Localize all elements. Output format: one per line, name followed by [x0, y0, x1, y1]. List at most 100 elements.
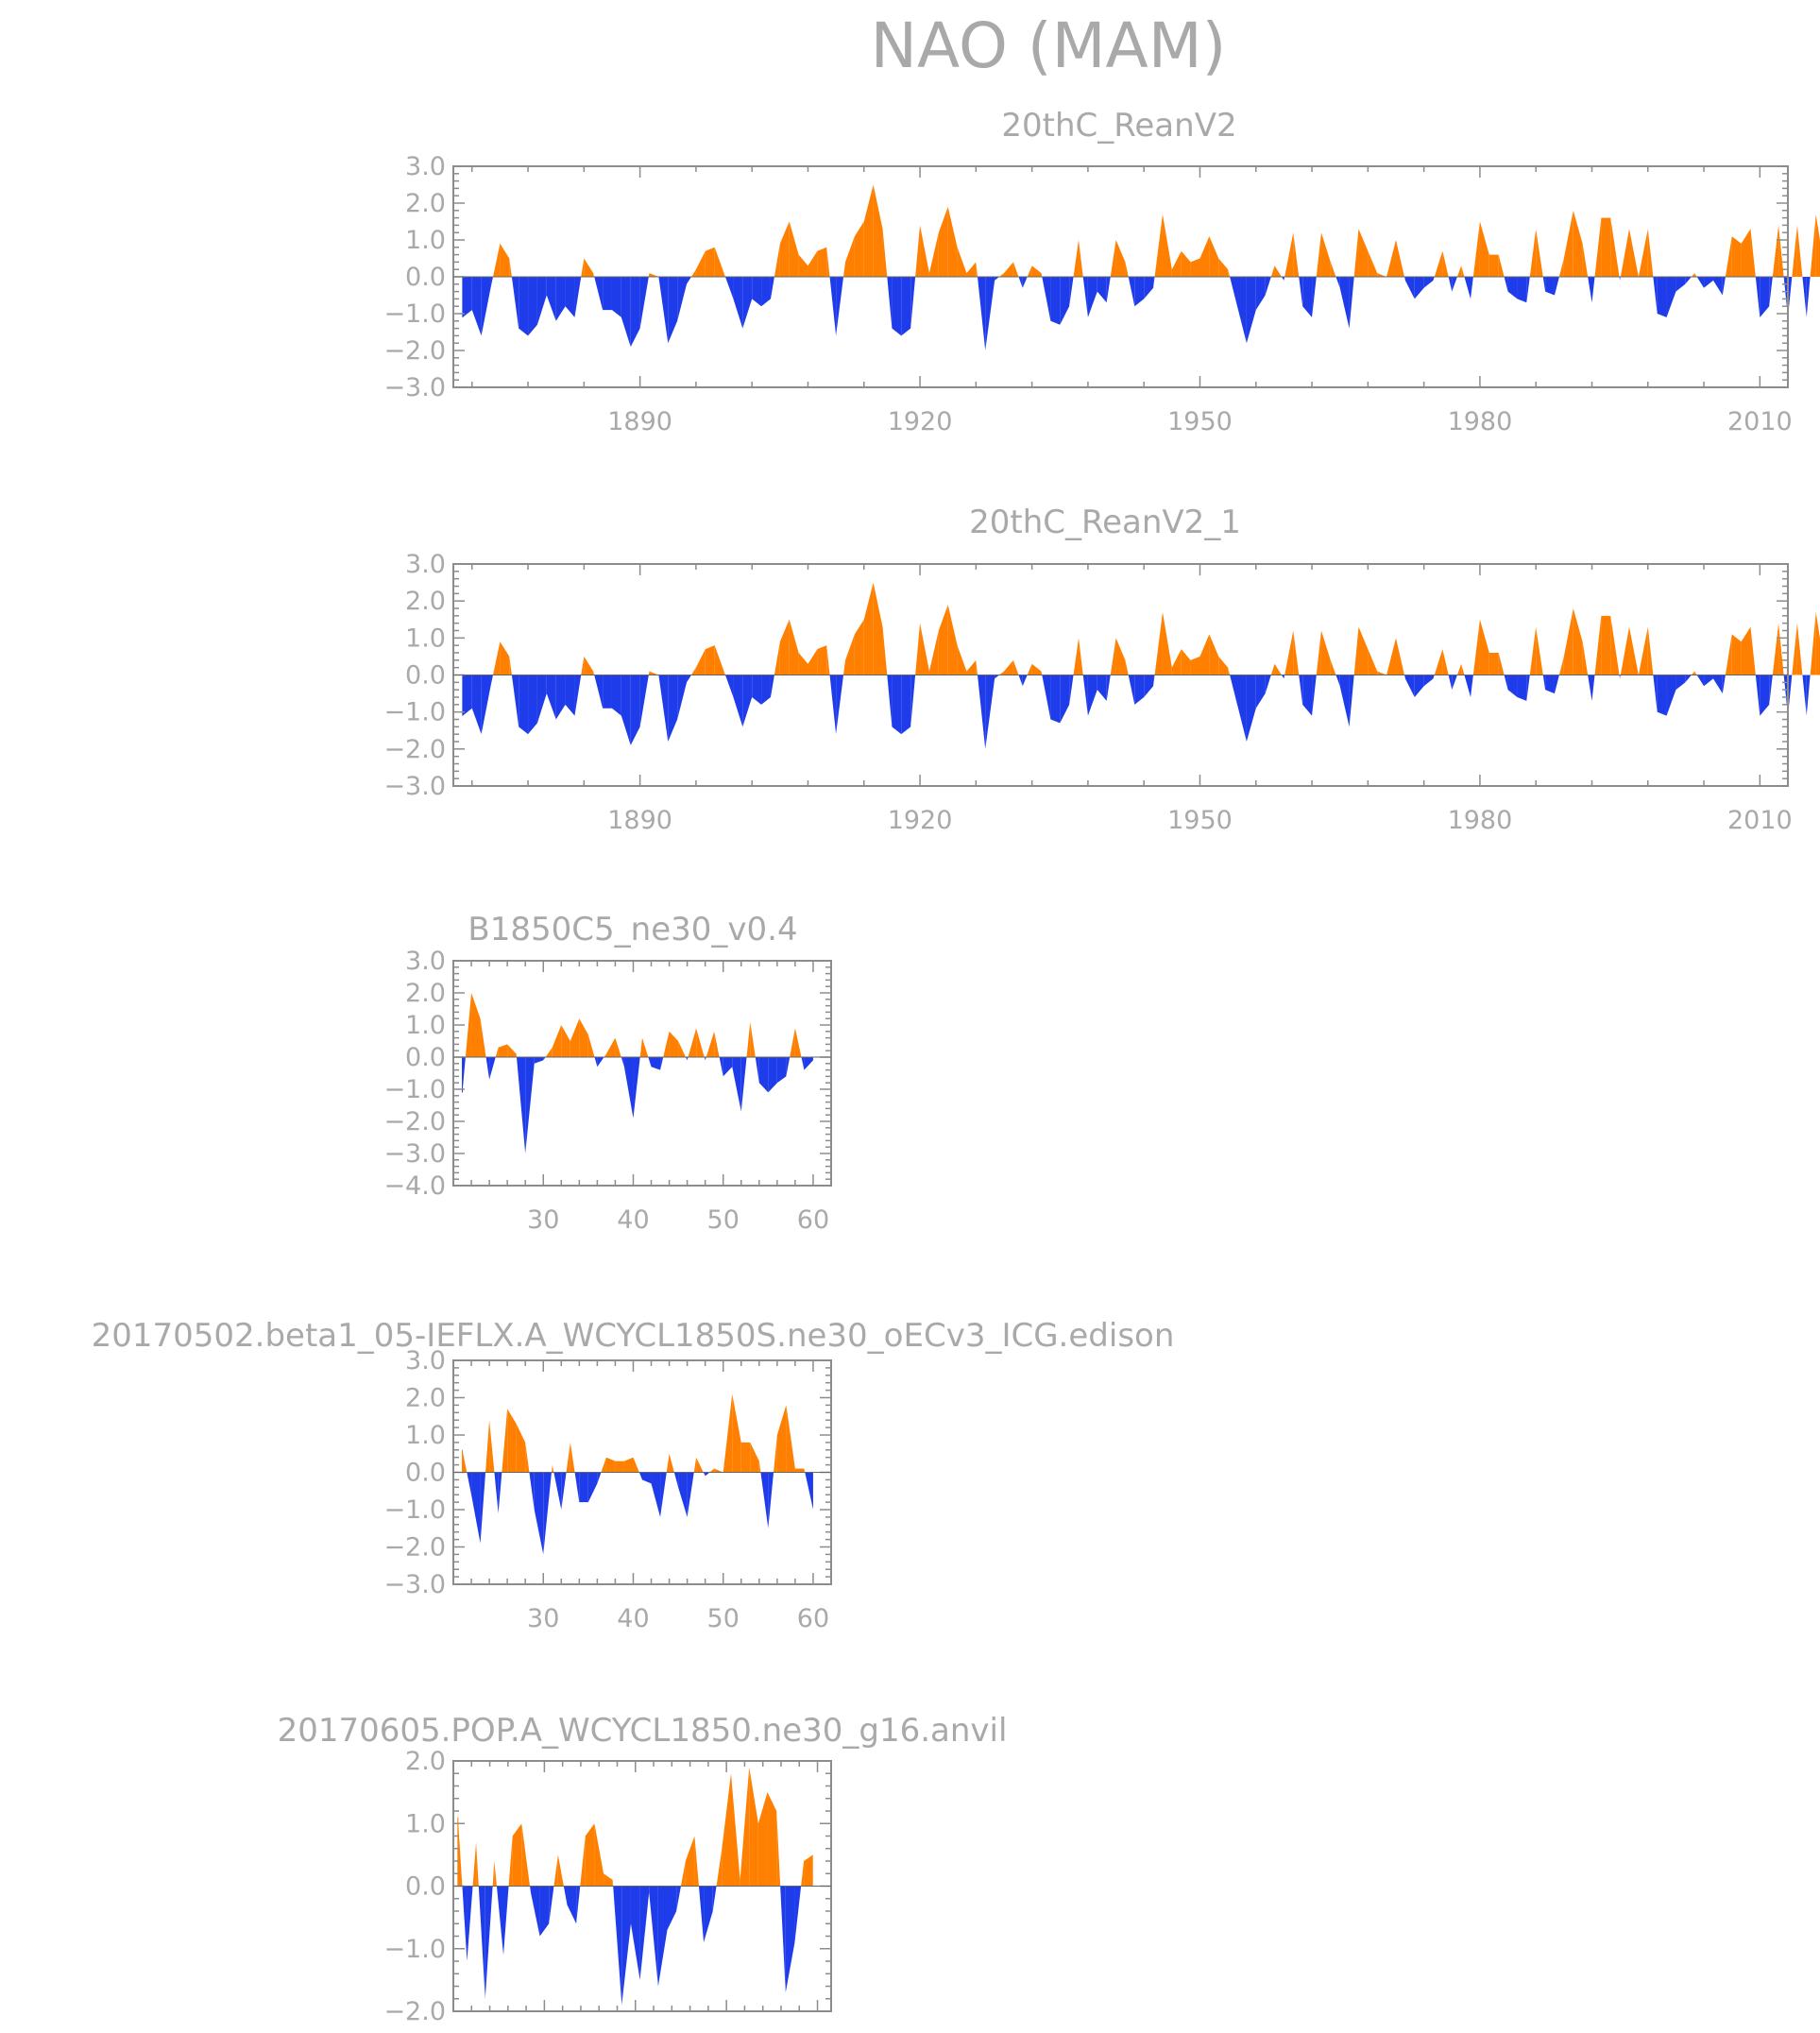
area-segment-pos: [1320, 232, 1331, 277]
area-segment-neg: [563, 1886, 568, 1905]
area-segment-neg: [1542, 675, 1546, 691]
area-segment-neg: [770, 277, 774, 299]
area-segment-neg: [494, 1472, 499, 1513]
x-tick-label: 2010: [1727, 407, 1793, 436]
area-segment-pos: [1691, 671, 1695, 675]
area-segment-neg: [1517, 277, 1527, 303]
area-segment-pos: [605, 1037, 616, 1057]
area-segment-neg: [639, 675, 649, 727]
area-segment-neg: [1134, 675, 1145, 705]
area-segment-neg: [677, 277, 688, 321]
y-tick-label: −1.0: [383, 698, 446, 727]
area-segment-pos: [1115, 240, 1126, 277]
area-segment-neg: [1349, 277, 1354, 329]
area-segment-pos: [581, 656, 585, 675]
area-segment-neg: [1783, 277, 1788, 317]
area-segment-neg: [1042, 277, 1051, 321]
y-tick-label: −1.0: [383, 1495, 446, 1525]
area-segment-neg: [1128, 277, 1135, 307]
area-segment-pos: [723, 671, 725, 675]
area-segment-pos: [1815, 611, 1820, 675]
area-segment-neg: [887, 675, 893, 727]
area-segment-pos: [794, 1468, 805, 1473]
area-segment-pos: [557, 1854, 564, 1887]
area-segment-pos: [1368, 250, 1378, 277]
area-segment-pos: [779, 221, 790, 277]
area-segment-pos: [1488, 254, 1499, 277]
area-segment-pos: [1199, 634, 1210, 675]
x-tick-label: 1890: [607, 407, 672, 436]
area-segment-pos: [882, 626, 888, 675]
x-tick-label: 1950: [1167, 407, 1233, 436]
area-segment-neg: [597, 1472, 602, 1484]
area-segment-neg: [1675, 675, 1686, 691]
area-segment-pos: [714, 1468, 723, 1473]
area-segment-pos: [1529, 626, 1537, 675]
area-segment-neg: [594, 1057, 598, 1068]
area-segment-pos: [663, 1031, 670, 1057]
panel-title: 20thC_ReanV2_1: [969, 504, 1241, 541]
area-segment-pos: [804, 1854, 813, 1887]
area-segment-pos: [601, 1457, 606, 1473]
x-tick-label: 50: [707, 1205, 740, 1235]
area-segment-neg: [758, 1057, 769, 1093]
area-segment-pos: [457, 1817, 463, 1887]
area-segment-neg: [892, 675, 902, 735]
area-segment-neg: [1760, 675, 1770, 716]
area-segment-neg: [471, 277, 482, 336]
area-segment-pos: [693, 1457, 697, 1473]
area-segment-neg: [471, 675, 482, 735]
area-segment-neg: [1788, 675, 1793, 716]
area-segment-neg: [977, 277, 986, 350]
area-segment-neg: [1704, 675, 1713, 687]
area-segment-pos: [789, 619, 799, 675]
area-segment-pos: [1395, 240, 1404, 277]
y-tick-label: −3.0: [383, 1570, 446, 1599]
area-segment-pos: [757, 1792, 768, 1887]
area-segment-neg: [496, 1886, 504, 1956]
area-segment-pos: [732, 1393, 741, 1473]
area-segment-pos: [1041, 273, 1043, 277]
area-segment-neg: [633, 1057, 640, 1119]
area-segment-pos: [915, 225, 921, 277]
area-segment-pos: [1594, 615, 1602, 675]
area-segment-neg: [1281, 675, 1284, 679]
area-segment-pos: [1154, 611, 1163, 675]
area-segment-pos: [1694, 273, 1697, 277]
area-segment-neg: [1128, 675, 1135, 705]
area-segment-neg: [1423, 277, 1434, 288]
area-segment-pos: [1218, 656, 1229, 675]
area-segment-pos: [1558, 258, 1564, 277]
area-segment-neg: [673, 1472, 679, 1488]
area-segment-neg: [1802, 277, 1807, 317]
area-segment-pos: [873, 582, 883, 675]
area-segment-pos: [649, 671, 659, 675]
area-segment-neg: [1403, 277, 1405, 281]
area-segment-pos: [1772, 225, 1779, 277]
area-segment-pos: [489, 1420, 495, 1473]
area-segment-pos: [826, 645, 830, 675]
x-tick-label: 40.0: [789, 2031, 845, 2033]
area-segment-pos: [966, 659, 977, 675]
area-segment-pos: [1810, 611, 1816, 675]
area-segment-neg: [1335, 675, 1340, 687]
area-segment-pos: [1395, 638, 1404, 675]
area-segment-pos: [1079, 240, 1083, 277]
area-segment-pos: [696, 1028, 705, 1057]
area-segment-pos: [1199, 236, 1210, 277]
area-segment-neg: [1097, 675, 1107, 701]
area-segment-pos: [1810, 214, 1816, 277]
area-segment-neg: [1653, 277, 1658, 314]
area-segment-pos: [480, 1018, 486, 1057]
area-segment-pos: [1601, 615, 1611, 675]
area-segment-neg: [471, 1472, 481, 1544]
area-segment-neg: [1265, 277, 1271, 296]
y-tick-label: −1.0: [383, 299, 446, 329]
area-segment-pos: [545, 1047, 553, 1057]
area-segment-pos: [690, 269, 696, 277]
area-segment-pos: [1270, 663, 1275, 675]
area-segment-pos: [561, 1025, 570, 1057]
area-segment-neg: [467, 1472, 472, 1495]
area-segment-neg: [719, 1057, 723, 1077]
area-segment-pos: [649, 273, 659, 277]
